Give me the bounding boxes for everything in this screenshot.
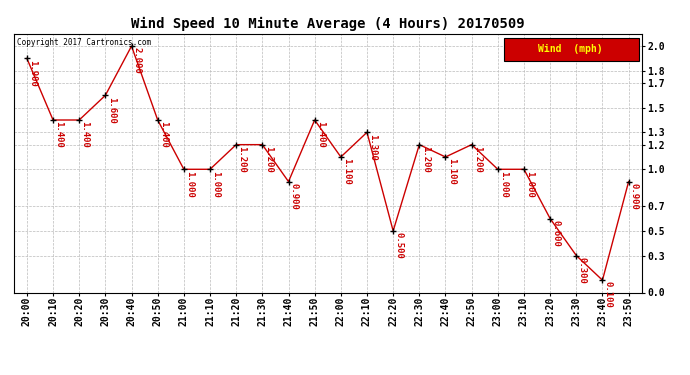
Text: 1.400: 1.400 <box>55 121 63 148</box>
Text: 1.200: 1.200 <box>237 146 246 173</box>
Text: 2.000: 2.000 <box>133 47 142 74</box>
Text: 0.900: 0.900 <box>290 183 299 210</box>
Text: 1.400: 1.400 <box>81 121 90 148</box>
FancyBboxPatch shape <box>504 38 638 61</box>
Text: 1.900: 1.900 <box>28 60 37 87</box>
Text: 1.200: 1.200 <box>421 146 430 173</box>
Text: 0.100: 0.100 <box>604 281 613 308</box>
Text: Copyright 2017 Cartronics.com: Copyright 2017 Cartronics.com <box>17 38 151 46</box>
Text: 0.900: 0.900 <box>630 183 639 210</box>
Text: Wind  (mph): Wind (mph) <box>538 44 603 54</box>
Text: 1.200: 1.200 <box>473 146 482 173</box>
Text: 1.400: 1.400 <box>316 121 325 148</box>
Text: 1.300: 1.300 <box>368 134 377 160</box>
Text: 1.600: 1.600 <box>107 97 116 123</box>
Text: 1.000: 1.000 <box>185 171 194 197</box>
Text: 1.400: 1.400 <box>159 121 168 148</box>
Text: 1.100: 1.100 <box>447 158 456 185</box>
Text: 1.100: 1.100 <box>342 158 351 185</box>
Text: 0.500: 0.500 <box>395 232 404 259</box>
Text: 1.200: 1.200 <box>264 146 273 173</box>
Text: 1.000: 1.000 <box>499 171 508 197</box>
Text: 0.600: 0.600 <box>551 220 560 247</box>
Text: 1.000: 1.000 <box>211 171 220 197</box>
Title: Wind Speed 10 Minute Average (4 Hours) 20170509: Wind Speed 10 Minute Average (4 Hours) 2… <box>131 17 524 31</box>
Text: 1.000: 1.000 <box>525 171 534 197</box>
Text: 0.300: 0.300 <box>578 257 586 284</box>
